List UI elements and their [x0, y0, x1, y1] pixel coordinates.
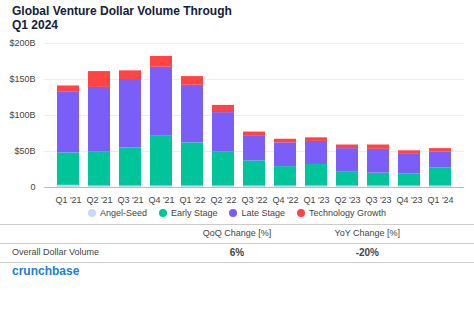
svg-text:Q3 '22: Q3 '22	[241, 195, 267, 205]
svg-text:Q3 '21: Q3 '21	[117, 195, 143, 205]
html-text:Technology Growth: Technology Growth	[309, 207, 387, 218]
svg-text:Q1 '24: Q1 '24	[427, 195, 453, 205]
html-text:-20%: -20%	[355, 246, 379, 258]
svg-text:0: 0	[30, 182, 35, 192]
html-text:Early Stage: Early Stage	[171, 207, 218, 218]
svg-text:$100B: $100B	[9, 110, 35, 120]
svg-text:Q2 '23: Q2 '23	[334, 195, 360, 205]
html-text:Late Stage: Late Stage	[241, 207, 285, 218]
svg-text:$200B: $200B	[9, 38, 35, 48]
html-text:crunchbase: crunchbase	[12, 263, 80, 278]
svg-text:Q1 '23: Q1 '23	[303, 195, 329, 205]
svg-text:Q4 '23: Q4 '23	[396, 195, 422, 205]
svg-text:Q3 '23: Q3 '23	[365, 195, 391, 205]
html-text:Angel-Seed: Angel-Seed	[99, 207, 147, 218]
html-text:QoQ Change [%]: QoQ Change [%]	[202, 227, 272, 238]
html-text:Overall Dollar Volume: Overall Dollar Volume	[12, 246, 99, 257]
html-text:6%: 6%	[229, 246, 245, 258]
svg-text:Q1 '21: Q1 '21	[55, 195, 81, 205]
svg-text:Q4 '22: Q4 '22	[272, 195, 298, 205]
html-text:YoY Change [%]: YoY Change [%]	[334, 227, 401, 238]
svg-text:Q4 '21: Q4 '21	[148, 195, 174, 205]
svg-text:Q2 '22: Q2 '22	[210, 195, 236, 205]
svg-text:Q1 '22: Q1 '22	[179, 195, 205, 205]
svg-text:Q2 '21: Q2 '21	[86, 195, 112, 205]
svg-text:$150B: $150B	[9, 74, 35, 84]
svg-text:$50B: $50B	[14, 146, 35, 156]
html-text:Global Venture Dollar Volume T: Global Venture Dollar Volume Through Q1 …	[12, 4, 232, 33]
